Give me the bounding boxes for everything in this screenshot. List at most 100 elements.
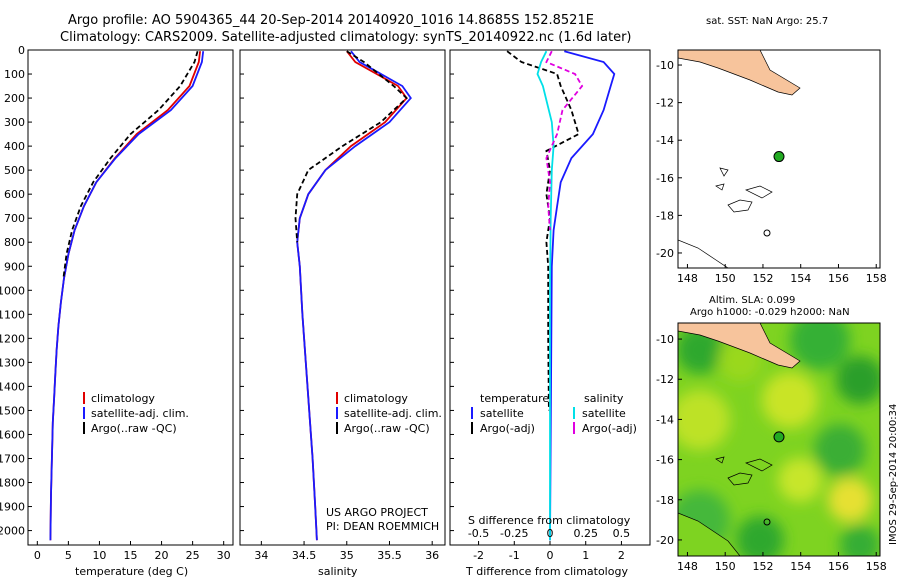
map-y-tick-label: -16 (656, 454, 674, 467)
reef-islands-sla (715, 456, 773, 486)
small-island (763, 229, 771, 237)
sla-map-title-line-2: Argo h1000: -0.029 h2000: NaN (690, 307, 850, 318)
legend-label-satellite: satellite-adj. clim. (91, 407, 189, 420)
difference-top-axis-label: S difference from climatology (468, 514, 631, 527)
y-tick-label: 300 (4, 116, 25, 129)
map-x-tick-label: 154 (790, 560, 811, 573)
x-tick-label: 5 (65, 549, 72, 562)
map-y-tick-label: -12 (656, 97, 674, 110)
temperature-panel-frame (27, 49, 234, 546)
y-tick-label: 1700 (0, 452, 25, 465)
legend-label-climatology: climatology (91, 392, 155, 405)
legend-label-climatology: climatology (344, 392, 408, 405)
map-y-tick-label: -12 (656, 373, 674, 386)
map-x-tick-label: 152 (752, 272, 773, 285)
pi-annotation: PI: DEAN ROEMMICH (326, 520, 439, 533)
x-tick-label: 0 (34, 549, 41, 562)
sla-map-title-line-1: Altim. SLA: 0.099 (709, 295, 795, 306)
x-tick-label: 34 (254, 549, 268, 562)
s-tick-label: 0.25 (573, 527, 598, 540)
temperature-legend: climatology satellite-adj. clim. Argo(..… (83, 392, 189, 435)
map-y-tick-label: -20 (656, 247, 674, 260)
legend-label-argo: Argo(..raw -QC) (91, 422, 177, 435)
temperature-profile-series-0 (49, 51, 201, 541)
sst-map-frame (677, 49, 881, 269)
land-queensland-sla (678, 512, 741, 556)
y-tick-label: 1100 (0, 308, 25, 321)
map-y-tick-label: -20 (656, 534, 674, 547)
x-tick-label: 36 (425, 549, 439, 562)
float-marker-bottom (773, 431, 785, 443)
s-tick-label: -0.5 (468, 527, 489, 540)
figure-title-line-1: Argo profile: AO 5904365_44 20-Sep-2014 … (68, 13, 594, 28)
y-tick-label: 1500 (0, 404, 25, 417)
map-x-tick-label: 154 (790, 272, 811, 285)
x-tick-label: 15 (124, 549, 138, 562)
figure-title-line-2: Climatology: CARS2009. Satellite-adjuste… (60, 30, 632, 45)
map-y-tick-label: -16 (656, 172, 674, 185)
legend-label-satellite: satellite-adj. clim. (344, 407, 442, 420)
y-tick-label: 2000 (0, 525, 25, 538)
x-tick-label: 20 (155, 549, 169, 562)
s-tick-label: -0.25 (500, 527, 528, 540)
y-tick-label: 0 (18, 44, 25, 57)
x-tick-label: -1 (509, 549, 520, 562)
y-tick-label: 500 (4, 164, 25, 177)
reef-islands (715, 167, 773, 213)
x-tick-label: 10 (92, 549, 106, 562)
y-tick-label: 1600 (0, 428, 25, 441)
y-tick-label: 1800 (0, 477, 25, 490)
salinity-x-axis-label: salinity (318, 565, 358, 578)
x-tick-label: 35.5 (377, 549, 402, 562)
y-tick-label: 1400 (0, 380, 25, 393)
x-tick-label: 34.5 (292, 549, 317, 562)
map-y-tick-label: -14 (656, 413, 674, 426)
x-tick-label: 35 (340, 549, 354, 562)
y-tick-label: 800 (4, 236, 25, 249)
y-tick-label: 700 (4, 212, 25, 225)
y-tick-label: 1900 (0, 501, 25, 514)
difference-x-axis-label: T difference from climatology (465, 565, 628, 578)
temperature-profile-series-1 (49, 51, 205, 541)
s-tick-label: 0.5 (613, 527, 631, 540)
sst-map-title: sat. SST: NaN Argo: 25.7 (706, 16, 828, 27)
map-y-tick-label: -10 (656, 59, 674, 72)
sla-map-frame (677, 322, 881, 557)
difference-profile-series-0 (549, 50, 616, 541)
salinity-profile-series-1 (296, 50, 412, 541)
y-tick-label: 200 (4, 92, 25, 105)
difference-legend: temperature salinity satellite Argo(-adj… (471, 392, 637, 435)
s-tick-label: 0 (547, 527, 554, 540)
difference-profile-series-1 (506, 50, 580, 411)
legend-label-t-argo: Argo(-adj) (480, 422, 535, 435)
land-queensland (678, 239, 729, 268)
map-x-tick-label: 152 (752, 560, 773, 573)
map-x-tick-label: 148 (677, 272, 698, 285)
map-x-tick-label: 150 (715, 272, 736, 285)
x-tick-label: 25 (186, 549, 200, 562)
y-tick-label: 600 (4, 188, 25, 201)
y-tick-label: 400 (4, 140, 25, 153)
salinity-profile-series-2 (294, 50, 408, 243)
x-tick-label: 1 (582, 549, 589, 562)
x-tick-label: 0 (547, 549, 554, 562)
map-x-tick-label: 158 (866, 272, 887, 285)
difference-profile-series-2 (536, 50, 555, 541)
legend-label-s-argo: Argo(-adj) (582, 422, 637, 435)
temperature-x-axis-label: temperature (deg C) (75, 565, 188, 578)
y-tick-label: 100 (4, 68, 25, 81)
x-tick-label: -2 (473, 549, 484, 562)
y-tick-label: 1300 (0, 356, 25, 369)
map-y-tick-label: -18 (656, 494, 674, 507)
salinity-legend: climatology satellite-adj. clim. Argo(..… (336, 392, 442, 435)
small-island-sla (763, 518, 771, 526)
salinity-panel-frame (239, 49, 446, 546)
map-x-tick-label: 156 (828, 272, 849, 285)
legend-header-temperature: temperature (480, 392, 549, 405)
legend-label-argo: Argo(..raw -QC) (344, 422, 430, 435)
map-x-tick-label: 148 (677, 560, 698, 573)
land-new-guinea (678, 50, 801, 96)
project-annotation: US ARGO PROJECT (326, 506, 428, 519)
temperature-profile-series-2 (62, 50, 199, 279)
map-x-tick-label: 156 (828, 560, 849, 573)
